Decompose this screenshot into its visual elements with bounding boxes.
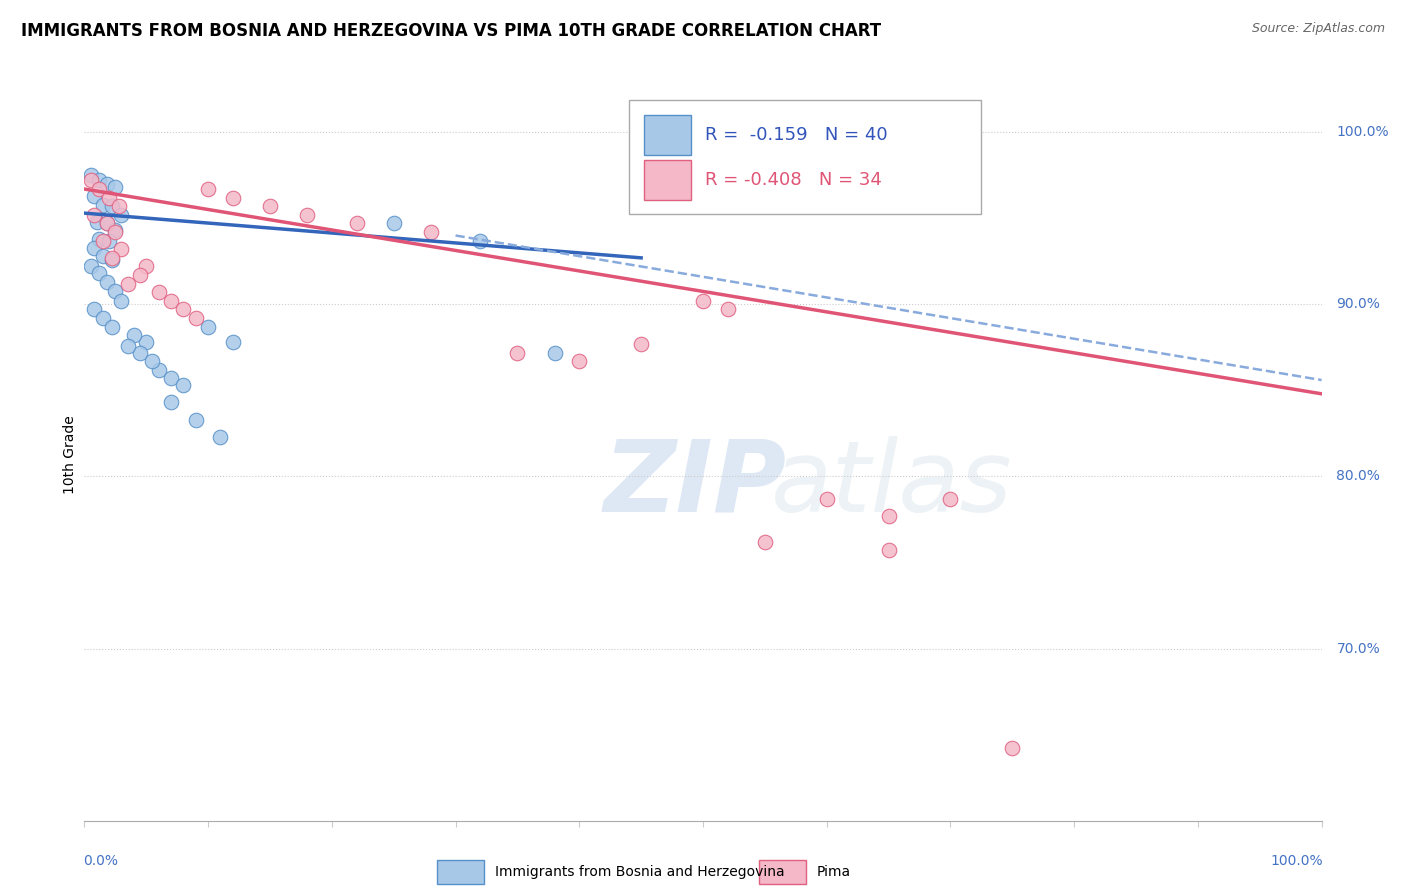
Point [141, 354, 163, 368]
Point [160, 293, 183, 308]
Point [96, 177, 118, 191]
Point [83, 189, 105, 203]
Point [79, 168, 101, 182]
Point [222, 335, 245, 350]
Bar [644, 115, 690, 155]
Point [197, 319, 219, 334]
Text: 100.0%: 100.0% [1270, 854, 1323, 868]
Point [117, 338, 139, 352]
Point [104, 180, 127, 194]
Point [96, 275, 118, 289]
Point [184, 412, 207, 426]
Point [630, 337, 652, 351]
Bar [628, 100, 981, 213]
Point [295, 208, 318, 222]
Point [877, 508, 900, 523]
Text: ZIP: ZIP [605, 435, 787, 533]
Point [172, 378, 194, 392]
Point [222, 191, 245, 205]
Point [100, 251, 122, 265]
Point [129, 268, 152, 282]
Point [419, 225, 441, 239]
Point [135, 260, 157, 274]
Point [1001, 741, 1024, 756]
Point [83, 241, 105, 255]
Text: R = -0.408   N = 34: R = -0.408 N = 34 [706, 171, 883, 189]
Text: Source: ZipAtlas.com: Source: ZipAtlas.com [1251, 22, 1385, 36]
Point [110, 208, 132, 222]
Point [160, 395, 183, 409]
Point [108, 199, 131, 213]
Point [100, 252, 122, 267]
Point [98, 234, 121, 248]
Y-axis label: 10th Grade: 10th Grade [63, 416, 77, 494]
Point [122, 328, 145, 343]
Bar [437, 860, 484, 884]
Point [692, 293, 714, 308]
Text: 100.0%: 100.0% [1337, 125, 1389, 139]
Point [89, 182, 111, 196]
Text: IMMIGRANTS FROM BOSNIA AND HERZEGOVINA VS PIMA 10TH GRADE CORRELATION CHART: IMMIGRANTS FROM BOSNIA AND HERZEGOVINA V… [21, 22, 882, 40]
Point [104, 225, 127, 239]
Point [100, 199, 122, 213]
Text: atlas: atlas [770, 435, 1012, 533]
Point [470, 234, 492, 248]
Point [129, 345, 152, 359]
Text: 90.0%: 90.0% [1337, 297, 1381, 311]
Point [148, 285, 170, 300]
Point [148, 362, 170, 376]
Point [89, 266, 111, 280]
Point [754, 534, 776, 549]
Point [939, 491, 962, 506]
Point [160, 371, 183, 385]
Point [104, 284, 127, 298]
Point [197, 182, 219, 196]
Point [110, 242, 132, 256]
Point [83, 302, 105, 317]
Point [89, 232, 111, 246]
Point [83, 208, 105, 222]
Point [104, 223, 127, 237]
Point [86, 215, 108, 229]
Point [91, 197, 114, 211]
Point [79, 173, 101, 187]
Point [91, 249, 114, 263]
Point [506, 345, 529, 359]
Point [110, 293, 132, 308]
Point [89, 173, 111, 187]
Point [79, 260, 101, 274]
Text: 0.0%: 0.0% [83, 854, 118, 868]
Point [135, 335, 157, 350]
Point [98, 191, 121, 205]
Point [259, 199, 281, 213]
Point [91, 311, 114, 326]
Point [209, 430, 232, 444]
Text: R =  -0.159   N = 40: R = -0.159 N = 40 [706, 126, 889, 144]
Point [96, 216, 118, 230]
Text: 80.0%: 80.0% [1337, 469, 1381, 483]
Point [100, 319, 122, 334]
Point [543, 345, 565, 359]
Point [815, 491, 838, 506]
Point [117, 277, 139, 291]
Point [172, 302, 194, 317]
Text: Immigrants from Bosnia and Herzegovina: Immigrants from Bosnia and Herzegovina [495, 865, 785, 879]
Text: Pima: Pima [817, 865, 851, 879]
Point [382, 216, 405, 230]
Point [568, 354, 591, 368]
Point [877, 543, 900, 558]
Point [346, 216, 368, 230]
Bar [644, 161, 690, 201]
Point [717, 302, 740, 317]
Bar [759, 860, 806, 884]
Point [91, 234, 114, 248]
Point [184, 311, 207, 326]
Text: 70.0%: 70.0% [1337, 641, 1381, 656]
Point [96, 216, 118, 230]
